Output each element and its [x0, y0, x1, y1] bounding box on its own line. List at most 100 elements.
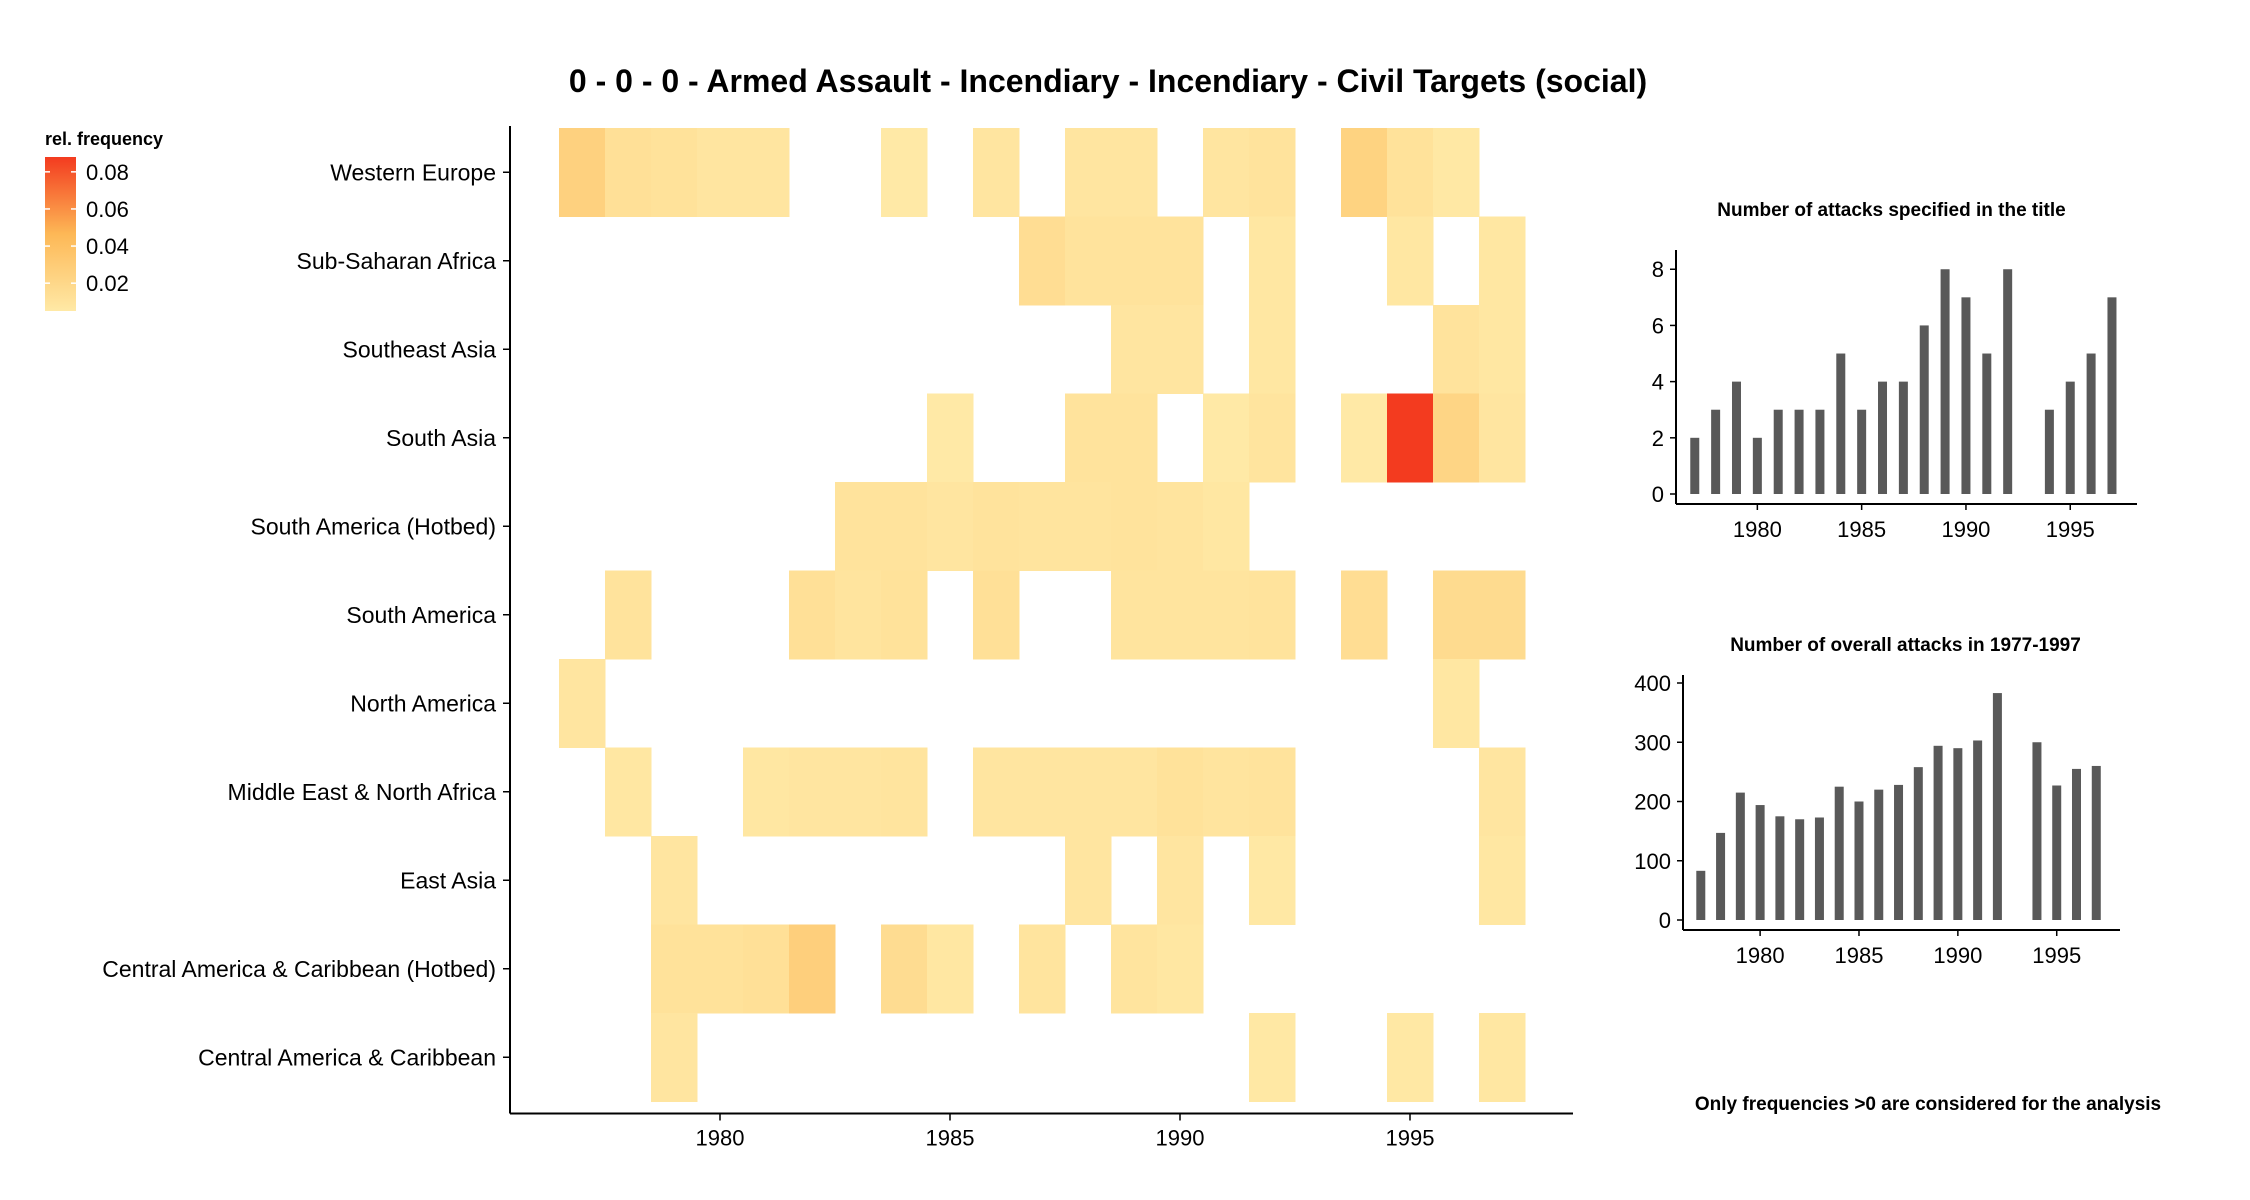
heatmap-cell — [743, 128, 790, 217]
heatmap-cell — [1249, 1013, 1296, 1102]
legend-tick-label: 0.02 — [86, 271, 129, 296]
region-label: Central America & Caribbean — [198, 1044, 496, 1070]
bar — [1898, 381, 1908, 494]
heatmap-cell — [1157, 924, 1204, 1014]
bar — [2052, 785, 2062, 920]
bar-y-tick-label: 6 — [1652, 313, 1664, 338]
heatmap-panel: Western Europe Sub-Saharan Africa Southeas… — [102, 126, 1573, 1151]
heatmap-cell — [559, 128, 606, 217]
bar — [1836, 353, 1846, 494]
bar — [2065, 381, 2075, 494]
heatmap-cell — [1387, 216, 1434, 306]
legend-title: rel. frequency — [45, 129, 163, 149]
legend-tick-label: 0.08 — [86, 160, 129, 185]
bar-y-tick-label: 8 — [1652, 257, 1664, 282]
heatmap-cell — [1249, 393, 1296, 483]
bar — [1982, 353, 1992, 494]
legend-colorbar — [45, 157, 76, 311]
heatmap-cell — [1111, 924, 1158, 1014]
bar — [1775, 816, 1785, 920]
region-label: Southeast Asia — [343, 336, 497, 362]
region-label: Western Europe — [330, 159, 496, 185]
heatmap-cell — [1387, 1013, 1434, 1102]
heatmap-cell — [1433, 570, 1480, 660]
heatmap-cell — [881, 128, 928, 217]
heatmap-cell — [973, 128, 1020, 217]
heatmap-cell — [789, 747, 836, 837]
heatmap-cell — [743, 924, 790, 1014]
heatmap-cell — [881, 747, 928, 837]
heatmap-cell — [973, 570, 1020, 660]
bar — [1878, 381, 1888, 494]
heatmap-cell — [1157, 482, 1204, 571]
bar — [1854, 801, 1864, 920]
bar — [1711, 409, 1721, 494]
heatmap-cell — [651, 128, 698, 217]
heatmap-cell — [559, 659, 606, 748]
heatmap-cell — [1157, 836, 1204, 925]
heatmap-cell — [789, 924, 836, 1014]
bar — [2003, 269, 2013, 494]
heatmap-cell — [697, 128, 744, 217]
bar — [1690, 437, 1700, 494]
bar — [1731, 381, 1741, 494]
bar-x-tick-label: 1985 — [1837, 517, 1886, 542]
heatmap-cell — [1111, 747, 1158, 837]
bar — [1933, 745, 1943, 920]
heatmap-cell — [1065, 747, 1112, 837]
heatmap-cell — [1203, 482, 1250, 571]
bar-x-tick-label: 1990 — [1941, 517, 1990, 542]
heatmap-cell — [1433, 305, 1480, 394]
heatmap-cell — [1433, 393, 1480, 483]
heatmap-cell — [1157, 216, 1204, 306]
bar — [2044, 409, 2054, 494]
heatmap-cell — [605, 128, 652, 217]
heatmap-cell — [835, 570, 882, 660]
chart-title: 0 - 0 - 0 - Armed Assault - Incendiary -… — [569, 63, 1647, 99]
bar — [1755, 805, 1765, 920]
heatmap-cell — [1111, 570, 1158, 660]
heatmap-cell — [1341, 570, 1388, 660]
heatmap-cell — [1065, 216, 1112, 306]
heatmap-cell — [835, 747, 882, 837]
footnote: Only frequencies >0 are considered for t… — [1695, 1094, 2161, 1115]
heatmap-cell — [1249, 305, 1296, 394]
bar-y-tick-label: 0 — [1652, 482, 1664, 507]
bar — [1961, 297, 1971, 494]
region-label: South America (Hotbed) — [251, 513, 496, 539]
bar — [1716, 832, 1726, 920]
heatmap-cell — [1019, 924, 1066, 1014]
bar-y-tick-label: 2 — [1652, 426, 1664, 451]
heatmap-x-tick-label: 1995 — [1386, 1126, 1435, 1151]
heatmap-cell — [1249, 216, 1296, 306]
region-label: Central America & Caribbean (Hotbed) — [102, 956, 496, 982]
heatmap-cell — [1479, 570, 1526, 660]
heatmap-cell — [881, 924, 928, 1014]
heatmap-cell — [1479, 836, 1526, 925]
bar-chart-title: Number of attacks specified in the title — [1717, 200, 2065, 221]
heatmap-cell — [927, 393, 974, 483]
heatmap-cell — [697, 924, 744, 1014]
bar — [1913, 767, 1923, 920]
bar — [2086, 353, 2096, 494]
bar — [1696, 870, 1706, 920]
region-label: Middle East & North Africa — [228, 779, 497, 805]
bar-x-tick-label: 1985 — [1835, 943, 1884, 968]
region-label: South America — [346, 602, 496, 628]
bar — [2091, 765, 2101, 920]
heatmap-cell — [1065, 836, 1112, 925]
bar-x-tick-label: 1995 — [2046, 517, 2095, 542]
heatmap-cell — [1157, 305, 1204, 394]
heatmap-cell — [605, 747, 652, 837]
heatmap-cell — [973, 747, 1020, 837]
heatmap-cell — [1433, 659, 1480, 748]
bar — [1940, 269, 1950, 494]
heatmap-cell — [1065, 482, 1112, 571]
heatmap-cell — [1249, 570, 1296, 660]
bar — [1735, 792, 1745, 920]
bar — [1795, 819, 1805, 920]
heatmap-cell — [1065, 393, 1112, 483]
legend: rel. frequency 0.08 0.06 0.04 0.02 — [45, 129, 163, 311]
bar — [2071, 768, 2081, 920]
